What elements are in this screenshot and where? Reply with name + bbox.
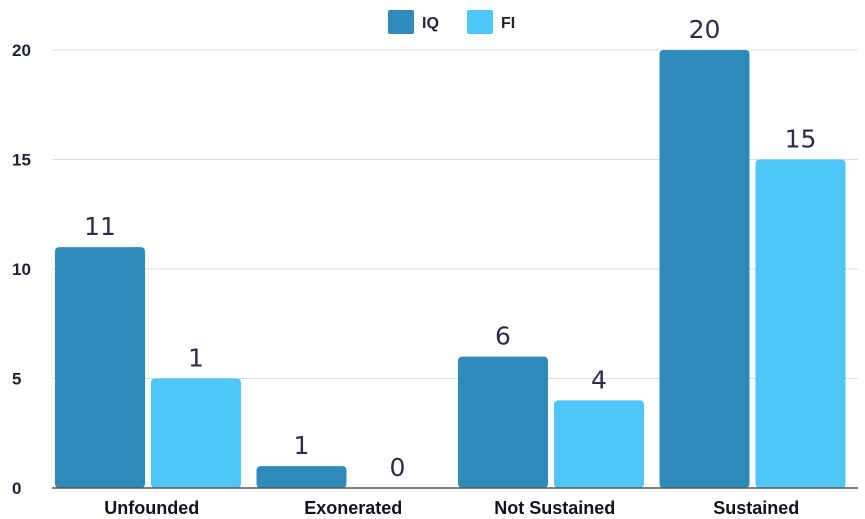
x-category-label: Sustained	[713, 498, 799, 518]
y-axis: 0 5 10 15 20	[12, 41, 31, 498]
legend-swatch-fi	[467, 10, 493, 34]
data-label: 1	[294, 431, 310, 460]
legend-label-fi: FI	[501, 15, 515, 32]
bar-iq-not-sustained	[458, 356, 548, 488]
bar-iq-sustained	[659, 50, 750, 488]
x-category-label: Unfounded	[104, 498, 199, 518]
x-category-label: Exonerated	[304, 498, 402, 518]
legend-swatch-iq	[388, 10, 414, 34]
legend: IQ FI	[388, 10, 515, 34]
bar-fi-unfounded	[151, 378, 241, 488]
data-label: 1	[188, 344, 204, 373]
data-label: 4	[591, 365, 607, 394]
y-tick-label: 0	[12, 479, 21, 498]
x-axis: Unfounded Exonerated Not Sustained Sustaine…	[52, 487, 858, 518]
y-tick-label: 20	[12, 41, 31, 60]
data-label: 11	[84, 212, 116, 241]
data-label: 0	[390, 453, 406, 482]
y-tick-label: 5	[12, 370, 21, 389]
bar-iq-unfounded	[55, 247, 145, 488]
y-tick-label: 10	[12, 260, 31, 279]
bar-fi-sustained	[755, 159, 846, 488]
bar-iq-exonerated	[256, 466, 347, 488]
data-label: 15	[785, 125, 817, 154]
bar-fi-not-sustained	[554, 400, 644, 488]
y-tick-label: 15	[12, 151, 31, 170]
data-label: 20	[689, 15, 721, 44]
data-label: 6	[495, 322, 511, 351]
x-category-label: Not Sustained	[494, 498, 615, 518]
legend-label-iq: IQ	[422, 15, 439, 32]
